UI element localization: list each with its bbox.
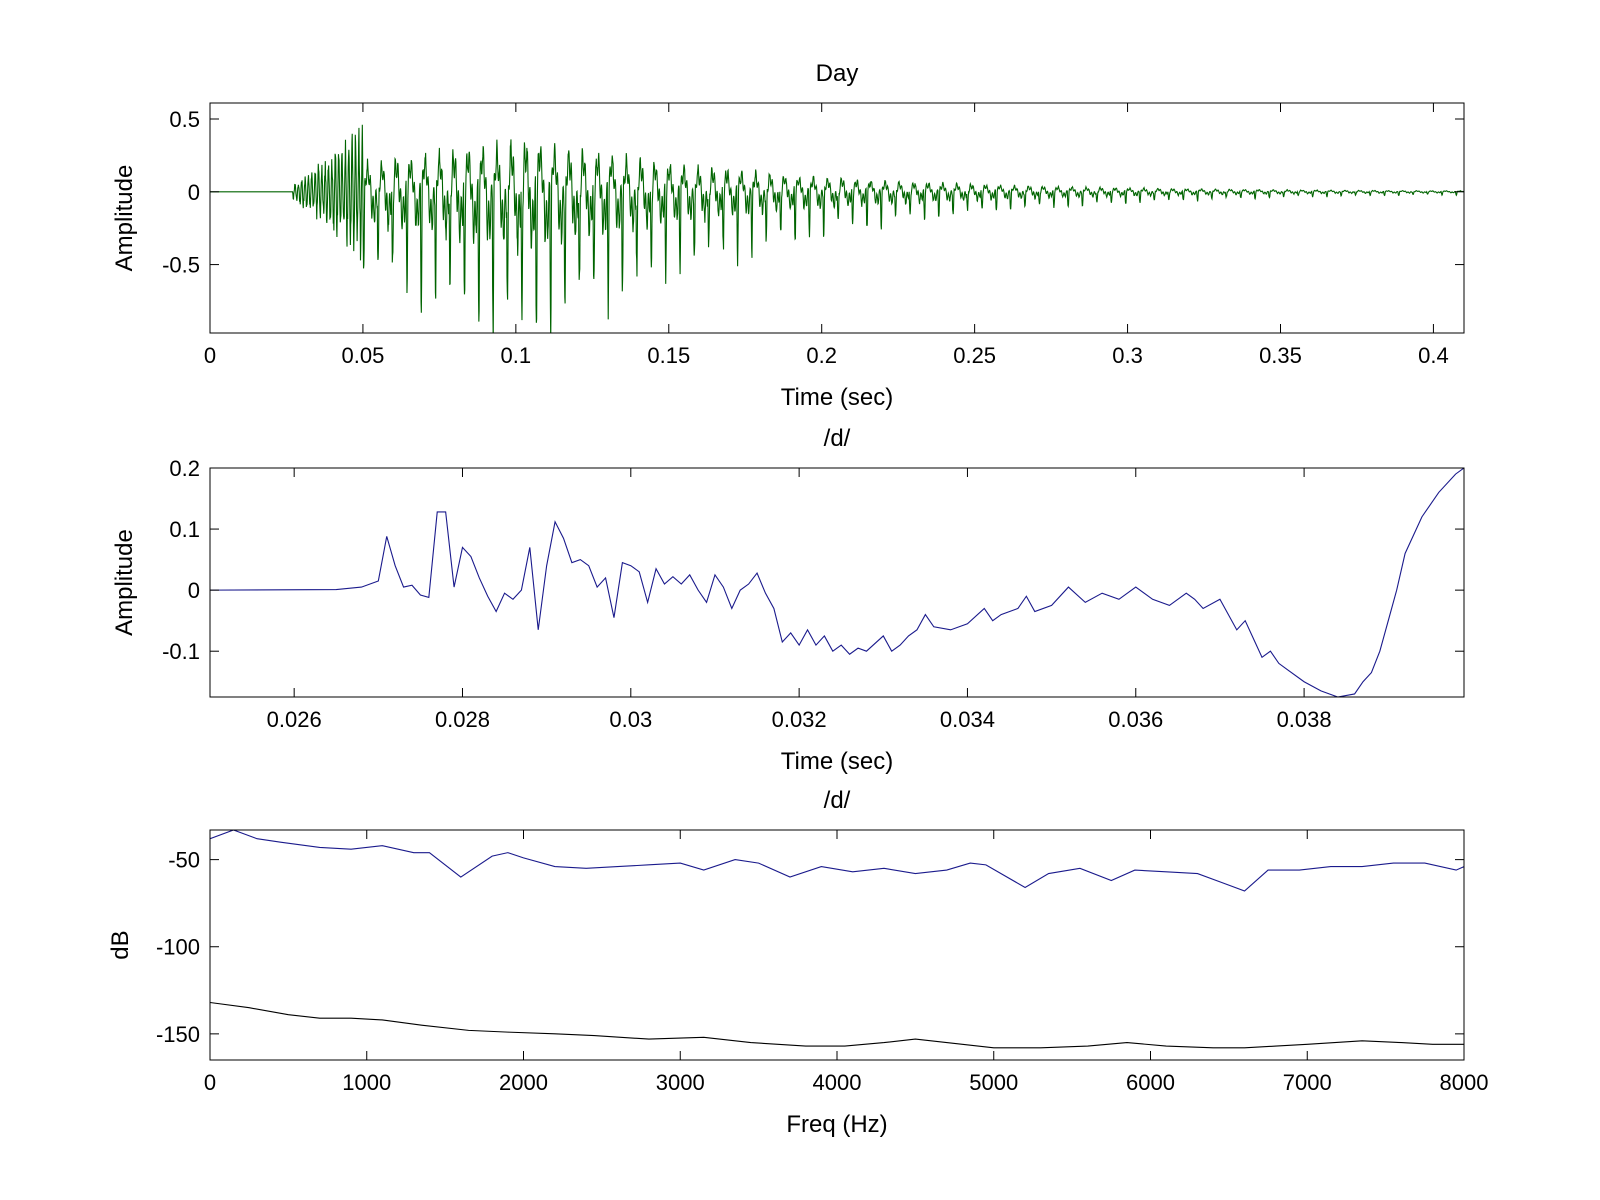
x-tick-label: 5000	[969, 1070, 1018, 1095]
x-tick-label: 4000	[813, 1070, 862, 1095]
series-line-1-1	[210, 124, 1464, 333]
x-tick-label: 0	[204, 343, 216, 368]
x-tick-label: 0.034	[940, 707, 995, 732]
x-axis-label: Time (sec)	[781, 748, 893, 775]
x-tick-label: 0.032	[772, 707, 827, 732]
x-tick-label: 0.2	[806, 343, 837, 368]
x-tick-label: 0.25	[953, 343, 996, 368]
y-tick-label: -50	[168, 848, 200, 873]
series-line-2-1	[210, 468, 1464, 697]
y-tick-label: 0.2	[169, 456, 200, 481]
y-tick-label: 0.5	[169, 107, 200, 132]
y-tick-label: 0	[188, 180, 200, 205]
x-tick-label: 0.15	[647, 343, 690, 368]
x-tick-label: 0.038	[1277, 707, 1332, 732]
x-tick-label: 0.3	[1112, 343, 1143, 368]
y-tick-label: -0.5	[162, 253, 200, 278]
x-tick-label: 6000	[1126, 1070, 1175, 1095]
x-tick-label: 0.03	[609, 707, 652, 732]
x-tick-label: 7000	[1283, 1070, 1332, 1095]
x-tick-label: 3000	[656, 1070, 705, 1095]
series-line-3-2	[210, 1001, 1464, 1049]
x-tick-label: 0.05	[342, 343, 385, 368]
chart-title: Day	[816, 60, 859, 87]
chart-title: /d/	[824, 787, 851, 814]
x-tick-label: 0	[204, 1070, 216, 1095]
x-tick-label: 0.1	[501, 343, 532, 368]
x-tick-label: 0.036	[1108, 707, 1163, 732]
x-tick-label: 1000	[342, 1070, 391, 1095]
plot-frame-1	[209, 102, 1465, 334]
y-tick-label: 0	[188, 578, 200, 603]
x-tick-label: 0.4	[1418, 343, 1449, 368]
y-tick-label: -150	[156, 1022, 200, 1047]
x-tick-label: 2000	[499, 1070, 548, 1095]
y-tick-label: -100	[156, 935, 200, 960]
x-tick-label: 0.35	[1259, 343, 1302, 368]
chart-title: /d/	[824, 425, 851, 452]
x-tick-label: 0.028	[435, 707, 490, 732]
series-line-3-1	[210, 830, 1464, 892]
x-axis-label: Time (sec)	[781, 384, 893, 411]
x-tick-label: 8000	[1440, 1070, 1489, 1095]
y-tick-label: -0.1	[162, 639, 200, 664]
y-axis-label: Amplitude	[111, 529, 138, 636]
y-axis-label: Amplitude	[111, 165, 138, 272]
y-axis-label: dB	[107, 930, 134, 959]
x-tick-label: 0.026	[267, 707, 322, 732]
y-tick-label: 0.1	[169, 517, 200, 542]
plot-frame-2	[209, 467, 1465, 698]
x-axis-label: Freq (Hz)	[786, 1111, 887, 1138]
plot-frame-3	[209, 829, 1465, 1061]
